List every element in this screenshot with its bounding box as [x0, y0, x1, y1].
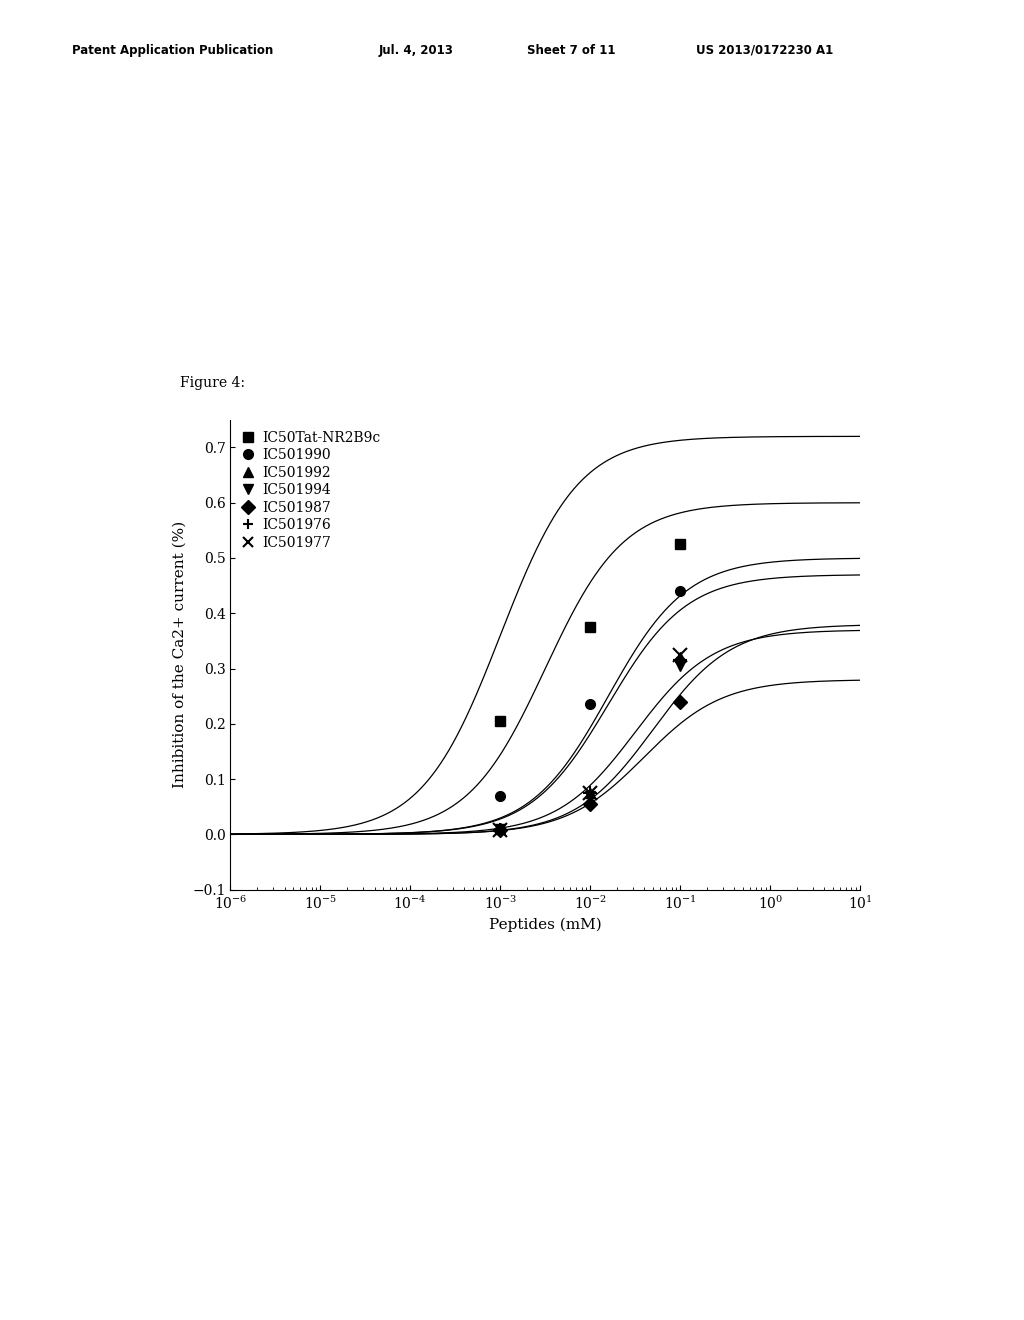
Text: Sheet 7 of 11: Sheet 7 of 11: [527, 44, 615, 57]
Legend: IC50Tat-NR2B9c, IC501990, IC501992, IC501994, IC501987, IC501976, IC501977: IC50Tat-NR2B9c, IC501990, IC501992, IC50…: [238, 426, 385, 554]
Text: Patent Application Publication: Patent Application Publication: [72, 44, 273, 57]
X-axis label: Peptides (mM): Peptides (mM): [488, 917, 602, 932]
Text: US 2013/0172230 A1: US 2013/0172230 A1: [696, 44, 834, 57]
Y-axis label: Inhibition of the Ca2+ current (%): Inhibition of the Ca2+ current (%): [172, 521, 186, 788]
Text: Figure 4:: Figure 4:: [180, 376, 245, 391]
Text: Jul. 4, 2013: Jul. 4, 2013: [379, 44, 454, 57]
